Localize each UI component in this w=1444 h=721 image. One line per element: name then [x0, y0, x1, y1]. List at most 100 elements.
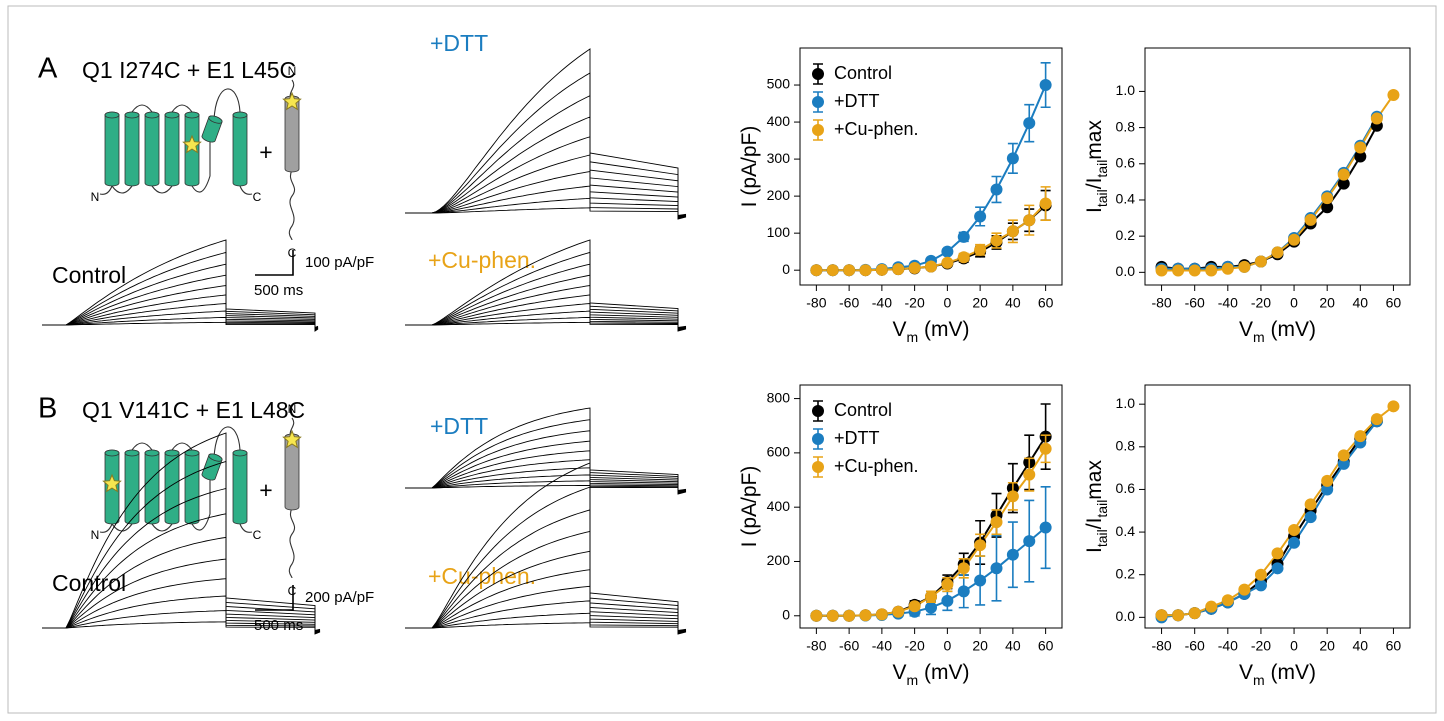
x-axis-label: Vm (mV)	[892, 318, 969, 345]
panel-title: Q1 I274C + E1 L45C	[82, 57, 296, 83]
data-point	[1205, 264, 1218, 277]
dtt-label: +DTT	[430, 30, 488, 56]
helix	[104, 111, 120, 187]
data-point	[1288, 536, 1301, 549]
current-trace	[405, 459, 687, 493]
c-terminus: C	[253, 190, 262, 204]
scale-bar	[255, 250, 294, 276]
data-point	[1172, 264, 1185, 277]
x-tick-label: -20	[1251, 638, 1271, 654]
label-part: (mV)	[918, 318, 969, 341]
data-point	[1337, 457, 1350, 470]
panel-letter: A	[38, 53, 58, 85]
data-point	[826, 264, 839, 277]
current-traces	[405, 407, 687, 495]
current-trace	[405, 430, 687, 494]
helix-cap	[124, 449, 140, 457]
x-tick-label: -20	[905, 295, 925, 311]
current-trace	[42, 536, 321, 634]
helix-body	[144, 111, 160, 187]
current-trace	[405, 612, 687, 632]
y-tick-label: 0.4	[1116, 523, 1136, 539]
current-trace	[405, 239, 687, 332]
label-part: V	[892, 318, 906, 341]
current-trace	[405, 509, 687, 634]
loops	[99, 88, 253, 195]
current-trace	[42, 316, 319, 329]
legend-label: Control	[834, 400, 892, 420]
data-point	[1304, 511, 1317, 524]
x-tick-label: 60	[1386, 638, 1402, 654]
data-point	[859, 264, 872, 277]
series-line	[1161, 125, 1378, 270]
current-trace	[405, 154, 687, 218]
data-point	[1039, 442, 1052, 455]
data-point	[1039, 521, 1052, 534]
data-point	[1271, 547, 1284, 560]
current-trace	[405, 462, 687, 635]
data-point	[1288, 233, 1301, 246]
helix	[201, 453, 223, 481]
label-subscript: tail	[1094, 500, 1110, 518]
label-subscript: tail	[1094, 529, 1110, 547]
current-trace	[405, 407, 687, 495]
current-trace	[405, 585, 687, 633]
current-trace	[405, 294, 687, 330]
label-part: max	[1083, 120, 1106, 160]
helix-cap	[232, 111, 248, 119]
current-trace	[405, 136, 687, 218]
data-point	[1337, 168, 1350, 181]
label-part: max	[1083, 460, 1106, 500]
x-tick-label: 60	[1038, 638, 1054, 654]
label-part: /I	[1083, 178, 1106, 190]
data-point	[974, 243, 987, 256]
legend-label: +DTT	[834, 428, 880, 448]
current-trace	[405, 303, 687, 330]
x-tick-label: 20	[972, 638, 988, 654]
data-point	[1006, 225, 1019, 238]
axes-frame	[1144, 384, 1411, 629]
data-point	[1155, 609, 1168, 622]
legend-marker	[812, 96, 824, 108]
data-point	[1006, 548, 1019, 561]
legend-marker	[812, 68, 824, 80]
legend-marker	[812, 405, 824, 417]
x-tick-label: 40	[1005, 295, 1021, 311]
current-trace	[405, 550, 687, 633]
topology-diagram: N C + N C	[91, 64, 302, 260]
y-tick-label: 1.0	[1116, 82, 1136, 98]
x-tick-label: 40	[1353, 295, 1369, 311]
mutation-star	[102, 473, 122, 493]
data-point	[875, 608, 888, 621]
label-part: I	[1083, 207, 1106, 213]
x-tick-label: -20	[1251, 295, 1271, 311]
data-point	[843, 264, 856, 277]
data-point	[941, 594, 954, 607]
x-axis-label: Vm (mV)	[1239, 661, 1316, 688]
data-point	[1254, 255, 1267, 268]
x-tick-label: 60	[1386, 295, 1402, 311]
x-tick-label: 0	[1290, 295, 1298, 311]
data-point	[1023, 535, 1036, 548]
y-tick-label: 1.0	[1116, 395, 1136, 411]
cu-label: +Cu-phen.	[428, 247, 536, 273]
data-point	[1238, 583, 1251, 596]
label-part: I (pA/pF)	[738, 126, 761, 208]
y-tick-label: 300	[767, 150, 791, 166]
helix-cap	[104, 449, 120, 457]
y-tick-label: 0.8	[1116, 438, 1136, 454]
label-part: (mV)	[1265, 661, 1316, 684]
panel-letter: B	[38, 393, 57, 425]
y-tick-label: 0	[782, 261, 790, 277]
current-trace	[42, 284, 319, 331]
helix	[164, 449, 180, 525]
label-part: (mV)	[1265, 318, 1316, 341]
data-point	[1354, 141, 1367, 154]
current-trace	[42, 460, 321, 635]
current-trace	[405, 251, 687, 332]
current-trace	[42, 251, 319, 332]
x-axis-label: Vm (mV)	[892, 661, 969, 688]
helix	[144, 111, 160, 187]
data-point	[957, 585, 970, 598]
x-tick-label: -80	[1151, 638, 1171, 654]
